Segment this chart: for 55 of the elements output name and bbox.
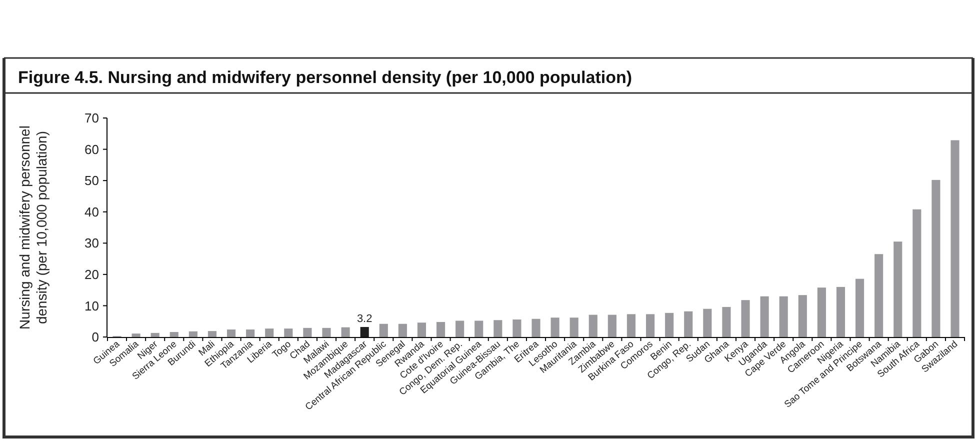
bar bbox=[665, 312, 674, 337]
bar bbox=[188, 331, 198, 337]
y-tick-label: 0 bbox=[92, 330, 99, 345]
bar bbox=[417, 322, 426, 337]
data-label: 3.2 bbox=[356, 312, 372, 325]
bar bbox=[570, 318, 578, 337]
bar bbox=[817, 288, 826, 337]
y-tick-label: 20 bbox=[84, 266, 99, 282]
chart-title: Figure 4.5. Nursing and midwifery personnel density (per 10,000 population) bbox=[18, 68, 632, 87]
bar bbox=[646, 314, 655, 337]
bar bbox=[284, 328, 293, 337]
bar bbox=[874, 254, 884, 337]
y-tick-label: 70 bbox=[84, 110, 99, 126]
bar bbox=[912, 209, 922, 337]
bar bbox=[474, 320, 484, 337]
bar bbox=[226, 329, 236, 337]
bar bbox=[608, 314, 616, 337]
bar bbox=[398, 324, 407, 337]
bar bbox=[436, 322, 446, 337]
bar bbox=[855, 278, 864, 337]
bar bbox=[303, 328, 312, 337]
y-tick-label: 40 bbox=[84, 204, 99, 220]
bar bbox=[932, 180, 940, 337]
bar bbox=[379, 324, 388, 337]
y-axis-title: Nursing and midwifery personnel density (per 10,000 population) bbox=[16, 126, 50, 330]
bar bbox=[550, 318, 560, 337]
y-tick-label: 60 bbox=[84, 142, 99, 157]
bar bbox=[150, 332, 160, 337]
bar bbox=[894, 242, 902, 337]
y-tick-label: 50 bbox=[84, 173, 99, 188]
bar bbox=[456, 320, 464, 337]
bar bbox=[512, 319, 522, 337]
bar bbox=[208, 331, 217, 337]
bar bbox=[684, 311, 693, 337]
bar bbox=[265, 328, 274, 337]
y-tick-label: 10 bbox=[84, 298, 99, 314]
bar bbox=[836, 286, 846, 337]
bar bbox=[798, 295, 807, 337]
bar bbox=[532, 318, 540, 337]
bar bbox=[703, 308, 712, 337]
bar bbox=[322, 328, 331, 337]
bar bbox=[741, 300, 750, 337]
bar bbox=[360, 326, 369, 337]
bar bbox=[722, 306, 731, 337]
bar bbox=[588, 314, 598, 337]
bar bbox=[170, 332, 178, 337]
bar bbox=[246, 329, 255, 337]
bar bbox=[950, 140, 960, 337]
y-tick-label: 30 bbox=[84, 236, 99, 251]
bar bbox=[626, 314, 636, 337]
bar bbox=[760, 296, 769, 337]
bar bbox=[132, 334, 140, 337]
bar bbox=[341, 327, 350, 337]
bar bbox=[779, 296, 788, 337]
bar bbox=[494, 320, 502, 337]
